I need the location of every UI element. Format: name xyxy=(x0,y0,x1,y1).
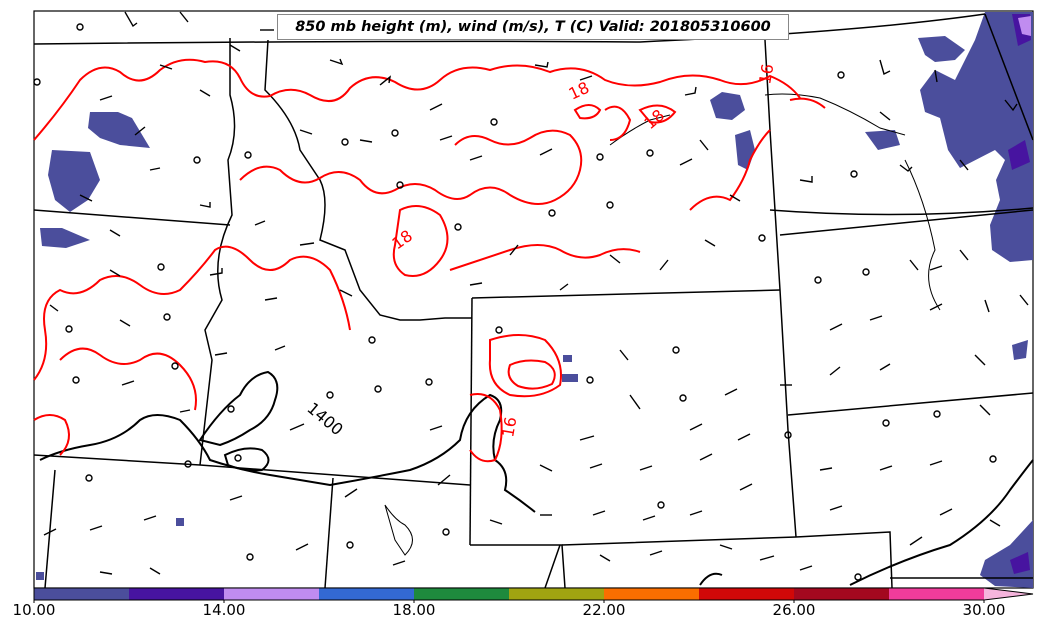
temp-label-16-northeast: 16 xyxy=(755,62,777,85)
colorbar-segment xyxy=(224,588,320,600)
wind-barbs xyxy=(33,11,1029,581)
temp-label-16-south: 16 xyxy=(498,415,520,438)
colorbar-segment xyxy=(699,588,795,600)
map-title: 850 mb height (m), wind (m/s), T (C) Val… xyxy=(277,14,789,40)
colorbar-segment xyxy=(509,588,605,600)
colorbar-ticks xyxy=(33,600,985,603)
state-borders xyxy=(33,13,1034,589)
colorbar-label-14: 14.00 xyxy=(202,601,246,619)
wind-speed-shading-top xyxy=(1018,16,1031,36)
colorbar-segment xyxy=(889,588,985,600)
colorbar-label-26: 26.00 xyxy=(772,601,816,619)
colorbar-label-18: 18.00 xyxy=(392,601,436,619)
colorbar-segment xyxy=(319,588,415,600)
colorbar-label-10: 10.00 xyxy=(12,601,56,619)
colorbar-label-30: 30.00 xyxy=(962,601,1006,619)
colorbar xyxy=(33,587,1034,601)
colorbar-extend-arrow xyxy=(984,588,1033,600)
colorbar-segment xyxy=(414,588,510,600)
temperature-contours xyxy=(33,58,826,463)
colorbar-label-22: 22.00 xyxy=(582,601,626,619)
colorbar-segment xyxy=(794,588,890,600)
height-contours xyxy=(39,370,1034,586)
rivers xyxy=(384,93,941,556)
colorbar-segment xyxy=(129,588,225,600)
colorbar-segment xyxy=(604,588,700,600)
colorbar-segment xyxy=(34,588,130,600)
map-area xyxy=(33,10,1034,589)
colorbar-outline xyxy=(33,587,1034,601)
